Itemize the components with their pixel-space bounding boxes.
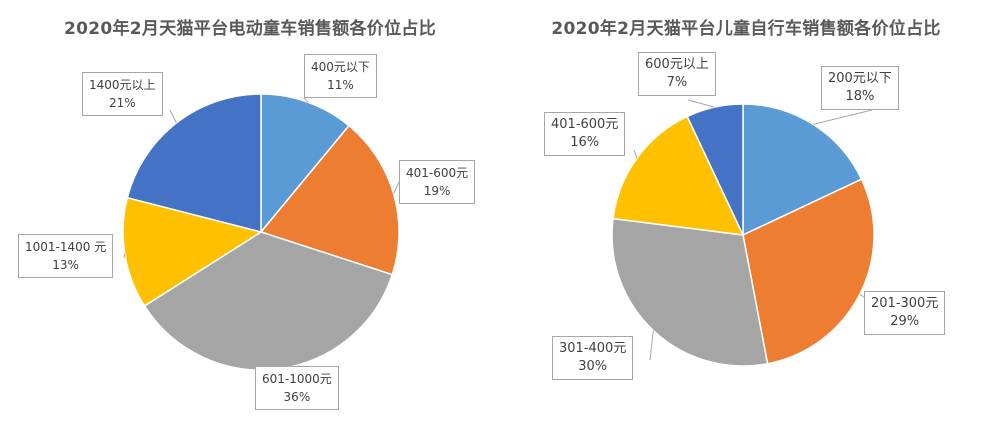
pie-slice xyxy=(612,115,745,236)
slice-label: 201-300元 29% xyxy=(864,291,946,335)
leader-line xyxy=(633,149,638,159)
pie-slice xyxy=(126,93,262,233)
slice-category: 600元以上 xyxy=(645,57,709,72)
leader-line xyxy=(169,109,177,124)
leader-line xyxy=(649,330,654,361)
slice-category: 301-400元 xyxy=(559,341,627,356)
slice-percent: 13% xyxy=(52,258,79,272)
slice-category: 401-600元 xyxy=(406,166,469,180)
leader-line xyxy=(123,253,126,259)
slice-category: 1400元以上 xyxy=(89,78,156,92)
slice-percent: 16% xyxy=(570,135,600,150)
slice-percent: 29% xyxy=(890,314,920,329)
leader-line xyxy=(813,109,873,125)
pie-chart xyxy=(122,93,400,371)
pie-slice xyxy=(259,124,400,276)
pie-chart xyxy=(611,99,875,367)
slice-label: 1400元以上 21% xyxy=(82,72,163,116)
leader-line xyxy=(303,97,309,103)
slice-percent: 36% xyxy=(283,390,311,404)
slice-label: 401-600元 16% xyxy=(544,112,626,156)
slice-category: 201-300元 xyxy=(871,296,939,311)
slice-category: 401-600元 xyxy=(551,117,619,132)
slice-percent: 30% xyxy=(578,359,608,374)
slice-label: 400元以下 11% xyxy=(304,54,377,98)
chart-title: 2020年2月天猫平台儿童自行车销售额各价位占比 xyxy=(551,19,941,39)
slice-label: 401-600元 19% xyxy=(399,160,476,204)
pie-slice xyxy=(122,196,263,307)
slice-category: 400元以下 xyxy=(311,60,370,74)
slice-label: 1001-1400 元 13% xyxy=(18,234,114,278)
leader-line xyxy=(687,99,715,108)
slice-category: 1001-1400 元 xyxy=(25,240,107,254)
slice-percent: 19% xyxy=(423,184,451,198)
chart-kids-bicycle: 2020年2月天猫平台儿童自行车销售额各价位占比 200元以下 18% 201-… xyxy=(500,0,992,427)
chart-title: 2020年2月天猫平台电动童车销售额各价位占比 xyxy=(63,19,437,39)
leader-line xyxy=(393,181,400,194)
slice-label: 301-400元 30% xyxy=(552,336,634,380)
slice-label: 600元以上 7% xyxy=(638,52,716,96)
slice-category: 601-1000元 xyxy=(262,372,332,386)
slice-percent: 11% xyxy=(327,78,354,92)
pie-slice xyxy=(260,93,351,235)
slice-percent: 18% xyxy=(845,89,875,104)
pie-slice xyxy=(742,103,863,237)
pie-slice xyxy=(686,103,744,236)
slice-percent: 21% xyxy=(108,96,136,110)
pie-slice xyxy=(611,217,769,367)
slice-label: 601-1000元 36% xyxy=(255,366,339,410)
chart-electric-ride-on: 2020年2月天猫平台电动童车销售额各价位占比 400元以下 11% 401-6… xyxy=(18,19,476,410)
slice-category: 200元以下 xyxy=(828,71,892,86)
slice-percent: 7% xyxy=(666,75,688,90)
slice-label: 200元以下 18% xyxy=(821,66,899,110)
